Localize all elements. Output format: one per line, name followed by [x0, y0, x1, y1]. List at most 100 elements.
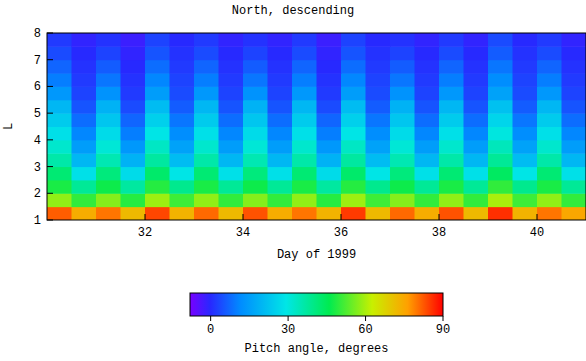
cell	[415, 46, 440, 60]
cell	[292, 100, 317, 114]
cell	[219, 180, 244, 194]
cell	[464, 167, 489, 181]
cell	[317, 153, 342, 167]
cell	[194, 33, 219, 47]
cell	[72, 73, 97, 87]
cell	[317, 180, 342, 194]
cell	[562, 140, 586, 154]
cell	[341, 140, 366, 154]
cell	[537, 153, 562, 167]
cell	[170, 33, 195, 47]
cell	[317, 46, 342, 60]
cell	[194, 86, 219, 100]
cell	[317, 33, 342, 47]
cell	[243, 86, 268, 100]
cell	[145, 33, 170, 47]
cell	[464, 127, 489, 141]
cell	[439, 86, 464, 100]
cell	[219, 127, 244, 141]
cell	[537, 113, 562, 127]
cell	[439, 207, 464, 220]
cell	[317, 127, 342, 141]
cell	[464, 113, 489, 127]
cell	[562, 167, 586, 181]
cell	[366, 113, 391, 127]
cell	[439, 127, 464, 141]
cell	[268, 100, 293, 114]
cell	[537, 127, 562, 141]
cell	[121, 207, 146, 220]
cell	[72, 140, 97, 154]
cell	[341, 113, 366, 127]
cell	[268, 73, 293, 87]
cell	[47, 100, 72, 114]
cell	[415, 60, 440, 74]
cell	[292, 33, 317, 47]
cell	[488, 73, 513, 87]
cell	[47, 153, 72, 167]
cell	[121, 73, 146, 87]
cell	[439, 140, 464, 154]
cell	[415, 167, 440, 181]
cell	[537, 167, 562, 181]
cell	[537, 193, 562, 207]
cell	[464, 193, 489, 207]
colorbar-label: Pitch angle, degrees	[244, 342, 388, 356]
cell	[390, 193, 415, 207]
cell	[464, 60, 489, 74]
cell	[317, 113, 342, 127]
cell	[121, 153, 146, 167]
x-tick-label: 40	[530, 226, 544, 240]
y-label: L	[2, 123, 16, 130]
cell	[194, 167, 219, 181]
cell	[194, 140, 219, 154]
cell	[194, 153, 219, 167]
cell	[292, 113, 317, 127]
cell	[464, 153, 489, 167]
y-tick	[47, 166, 53, 167]
colorbar-tick-label: 90	[436, 323, 450, 337]
cell	[292, 140, 317, 154]
cell	[513, 167, 538, 181]
cell	[415, 86, 440, 100]
cell	[513, 100, 538, 114]
cell	[390, 153, 415, 167]
cell	[145, 140, 170, 154]
cell	[390, 73, 415, 87]
cell	[170, 127, 195, 141]
cell	[537, 46, 562, 60]
cell	[292, 167, 317, 181]
cell	[341, 33, 366, 47]
cell	[292, 153, 317, 167]
cell	[243, 100, 268, 114]
cell	[170, 167, 195, 181]
cell	[390, 86, 415, 100]
cell	[390, 46, 415, 60]
cell	[219, 153, 244, 167]
y-tick-label: 4	[34, 134, 41, 148]
cell	[121, 33, 146, 47]
cell	[121, 127, 146, 141]
cell	[145, 73, 170, 87]
cell	[47, 86, 72, 100]
cell	[390, 140, 415, 154]
cell	[194, 207, 219, 220]
cell	[243, 207, 268, 220]
cell	[439, 113, 464, 127]
cell	[96, 140, 121, 154]
cell	[562, 33, 586, 47]
cell	[121, 100, 146, 114]
cell	[47, 73, 72, 87]
cell	[488, 46, 513, 60]
cell	[268, 167, 293, 181]
cell	[121, 86, 146, 100]
cell	[341, 180, 366, 194]
cell	[439, 180, 464, 194]
x-tick	[341, 214, 342, 220]
cell	[170, 60, 195, 74]
cell	[243, 180, 268, 194]
cell	[96, 153, 121, 167]
x-tick	[243, 214, 244, 220]
cell	[243, 193, 268, 207]
cell	[96, 46, 121, 60]
